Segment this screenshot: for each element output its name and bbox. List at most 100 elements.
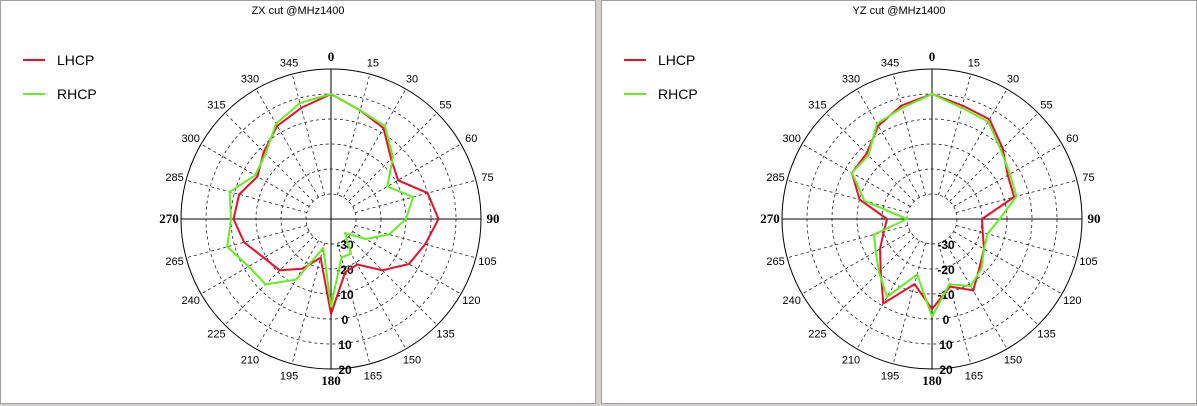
- data-point-rhcp: [998, 218, 1001, 220]
- angle-tick-label-60: 60: [465, 133, 477, 145]
- angle-tick-label-135: 135: [1037, 329, 1055, 341]
- angle-tick-label-120: 120: [462, 295, 480, 307]
- data-point-rhcp: [999, 149, 1002, 152]
- angle-tick-label-90: 90: [1088, 211, 1101, 226]
- angle-tick-label-135: 135: [436, 329, 454, 341]
- data-point-rhcp: [980, 267, 983, 270]
- data-point-rhcp: [330, 305, 332, 308]
- data-point-rhcp: [228, 190, 231, 193]
- angle-tick-label-105: 105: [478, 256, 496, 268]
- angle-tick-label-15: 15: [367, 58, 379, 70]
- data-point-rhcp: [867, 154, 870, 157]
- legend-swatch-rhcp: [23, 93, 45, 95]
- chart-title: YZ cut @MHz1400: [852, 5, 946, 17]
- data-point-lhcp: [344, 271, 347, 274]
- legend-label: LHCP: [57, 52, 95, 68]
- angle-tick-label-240: 240: [182, 295, 200, 307]
- grid-spoke: [343, 88, 407, 198]
- data-point-lhcp: [300, 106, 303, 109]
- data-point-lhcp: [858, 198, 861, 201]
- data-point-lhcp: [243, 241, 246, 244]
- data-point-lhcp: [949, 285, 952, 288]
- grid-spoke: [291, 74, 325, 195]
- grid-spoke: [224, 236, 314, 326]
- angle-tick-label-150: 150: [403, 354, 421, 366]
- data-point-lhcp: [356, 263, 359, 266]
- angle-tick-label-330: 330: [241, 74, 259, 86]
- radial-tick-label-20: -20: [937, 263, 955, 277]
- angle-tick-label-300: 300: [182, 133, 200, 145]
- angle-tick-label-265: 265: [165, 256, 183, 268]
- angle-tick-label-60: 60: [1066, 133, 1078, 145]
- data-point-lhcp: [424, 243, 427, 246]
- grid-spoke: [255, 88, 319, 198]
- data-point-rhcp: [322, 246, 325, 249]
- grid-spoke: [348, 236, 438, 326]
- angle-tick-label-15: 15: [968, 58, 980, 70]
- data-point-rhcp: [960, 106, 963, 109]
- angle-tick-label-285: 285: [766, 172, 784, 184]
- data-point-lhcp: [238, 193, 241, 196]
- data-point-lhcp: [330, 313, 332, 315]
- grid-spoke: [953, 231, 1063, 295]
- data-point-lhcp: [256, 175, 259, 178]
- data-point-rhcp: [264, 283, 267, 286]
- data-point-lhcp: [961, 104, 964, 107]
- legend-swatch-lhcp: [624, 59, 646, 61]
- radial-tick-label-20: 20: [338, 363, 352, 377]
- data-point-lhcp: [319, 256, 322, 259]
- data-point-rhcp: [254, 174, 257, 177]
- polar-chart-yz: 0 15 30 55 60 75 90 105 120 135 150 165 180 195 210 225…: [760, 49, 1101, 388]
- data-point-rhcp: [344, 232, 347, 235]
- data-point-rhcp: [901, 106, 904, 109]
- grid-spoke: [186, 225, 307, 259]
- grid-spoke: [949, 236, 1039, 326]
- chart-title: ZX cut @MHz1400: [251, 5, 345, 17]
- angle-tick-label-240: 240: [783, 295, 801, 307]
- data-point-rhcp: [298, 102, 301, 105]
- data-point-rhcp: [405, 218, 407, 220]
- chart-panel-yz: YZ cut @MHz1400 0 15 30 55 60 75 90 105 120 135 15…: [601, 0, 1197, 404]
- radial-tick-label-0: 0: [342, 313, 349, 327]
- grid-spoke: [938, 74, 972, 195]
- data-point-lhcp: [262, 256, 265, 259]
- grid-spoke: [892, 74, 926, 195]
- grid-spoke: [343, 240, 407, 350]
- grid-spoke: [944, 88, 1008, 198]
- data-point-lhcp: [397, 179, 400, 182]
- data-point-lhcp: [276, 124, 279, 127]
- chart-panel-zx: ZX cut @MHz1400 0 15 30 55 60 75 90 105 120 135 15…: [0, 0, 596, 404]
- data-point-rhcp: [850, 171, 853, 174]
- grid-spoke: [355, 179, 476, 213]
- data-point-lhcp: [262, 150, 265, 153]
- data-point-lhcp: [913, 283, 916, 286]
- data-point-lhcp: [426, 192, 429, 195]
- angle-tick-label-225: 225: [207, 329, 225, 341]
- radial-tick-label-0: 0: [943, 313, 950, 327]
- data-point-rhcp: [383, 124, 386, 127]
- data-point-lhcp: [981, 231, 984, 234]
- angle-tick-label-270: 270: [159, 211, 179, 226]
- data-point-rhcp: [330, 93, 332, 95]
- angle-tick-label-270: 270: [760, 211, 780, 226]
- data-point-rhcp: [874, 250, 877, 253]
- data-point-rhcp: [364, 238, 367, 240]
- legend-swatch-rhcp: [624, 93, 646, 95]
- data-point-rhcp: [340, 256, 343, 259]
- data-point-lhcp: [877, 124, 880, 127]
- data-point-lhcp: [382, 127, 385, 130]
- legend-item-rhcp: RHCP: [624, 77, 698, 111]
- data-point-lhcp: [278, 269, 281, 272]
- data-point-rhcp: [1008, 173, 1011, 175]
- data-point-lhcp: [437, 218, 440, 220]
- angle-tick-label-120: 120: [1063, 295, 1081, 307]
- data-point-rhcp: [948, 283, 951, 286]
- data-point-lhcp: [882, 302, 885, 305]
- grid-spoke: [186, 179, 307, 213]
- data-point-rhcp: [350, 252, 352, 255]
- angle-tick-label-75: 75: [1082, 172, 1094, 184]
- legend-label: LHCP: [658, 52, 696, 68]
- angle-tick-label-345: 345: [881, 58, 899, 70]
- grid-spoke: [787, 225, 908, 259]
- angle-tick-label-180: 180: [922, 373, 942, 388]
